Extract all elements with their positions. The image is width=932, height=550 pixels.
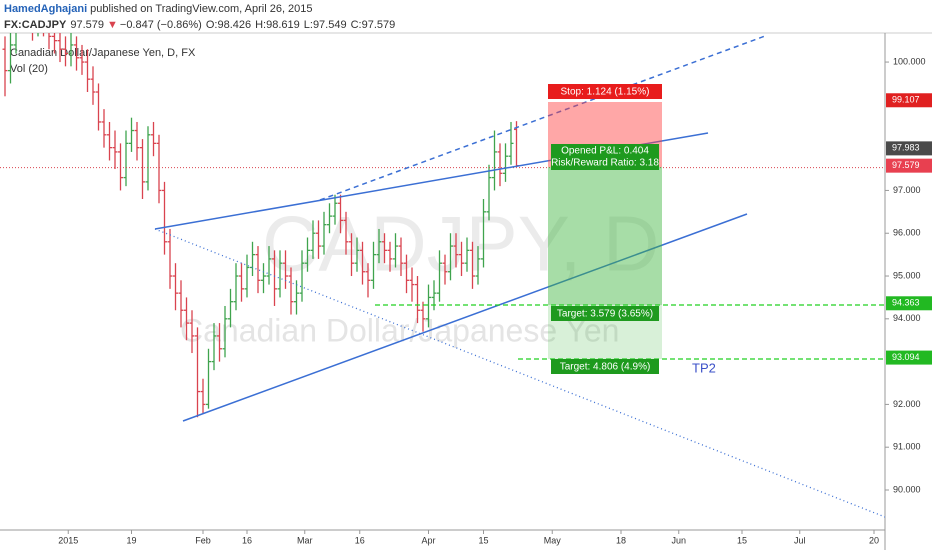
y-tick-label: 94.000 — [893, 313, 921, 323]
y-tick-label: 95.000 — [893, 270, 921, 280]
x-tick-label: 20 — [869, 535, 879, 545]
x-tick-label: Mar — [297, 535, 313, 545]
x-tick-label: 15 — [478, 535, 488, 545]
x-tick-label: 2015 — [58, 535, 78, 545]
price-badge — [886, 350, 932, 365]
watermark-symbol: CADJPY, D — [262, 200, 659, 288]
x-tick-label: Jun — [671, 535, 686, 545]
price-badge — [886, 93, 932, 108]
y-tick-label: 97.000 — [893, 185, 921, 195]
arrow: ▼ — [107, 19, 118, 31]
price-badge-label: 97.579 — [892, 160, 920, 170]
open: O:98.426 — [206, 19, 251, 31]
x-tick-label: Apr — [421, 535, 435, 545]
y-tick-label: 92.000 — [893, 399, 921, 409]
price-badge — [886, 158, 932, 173]
ratio-label: Risk/Reward Ratio: 3.18 — [551, 158, 659, 169]
price-badge-label: 93.094 — [892, 352, 920, 362]
legend-volume: Vol (20) — [10, 63, 48, 75]
x-tick-label: Feb — [195, 535, 211, 545]
high: H:98.619 — [255, 19, 300, 31]
trend-line-dotted — [154, 228, 885, 518]
target-badge — [551, 306, 659, 321]
bars — [2, 33, 519, 418]
target-label: Target: 3.579 (3.65%) — [557, 309, 653, 320]
pnl-label: Opened P&L: 0.404 — [561, 146, 649, 157]
y-tick-label: 90.000 — [893, 484, 921, 494]
price-badge-label: 99.107 — [892, 95, 920, 105]
x-tick-label: 16 — [242, 535, 252, 545]
author: HamedAghajani — [4, 3, 87, 15]
stop-badge — [548, 84, 662, 99]
y-tick-label: 96.000 — [893, 228, 921, 238]
tp2-label: TP2 — [692, 360, 716, 375]
x-tick-label: 18 — [616, 535, 626, 545]
price-badge — [886, 141, 932, 156]
target-badge — [551, 359, 659, 374]
target-zone — [548, 167, 662, 305]
x-tick-label: May — [544, 535, 562, 545]
watermark-name: Canadian Dollar/Japanese Yen — [180, 312, 619, 348]
price-badge — [886, 296, 932, 311]
trend-line-dashed — [319, 35, 766, 201]
x-tick-label: Jul — [794, 535, 806, 545]
x-tick-label: 15 — [737, 535, 747, 545]
y-tick-label: 100.000 — [893, 56, 926, 66]
quote-line: FX:CADJPY 97.579 ▼ −0.847 (−0.86%) O:98.426 H… — [4, 19, 395, 31]
header-line: HamedAghajani published on TradingView.co… — [4, 3, 313, 15]
price-badge-label: 97.983 — [892, 143, 920, 153]
x-tick-label: 16 — [355, 535, 365, 545]
published: published on TradingView.com, April 26, … — [90, 3, 312, 15]
stop-label: Stop: 1.124 (1.15%) — [561, 87, 650, 98]
target-label: Target: 4.806 (4.9%) — [560, 362, 651, 373]
close: C:97.579 — [351, 19, 396, 31]
x-tick-label: 19 — [126, 535, 136, 545]
price-badge-label: 94.363 — [892, 298, 920, 308]
trend-line — [182, 213, 748, 422]
low: L:97.549 — [304, 19, 347, 31]
y-tick-label: 91.000 — [893, 442, 921, 452]
pnl-badge — [551, 144, 659, 170]
last: 97.579 — [70, 19, 104, 31]
change: −0.847 (−0.86%) — [120, 19, 202, 31]
symbol: FX:CADJPY — [4, 19, 67, 31]
legend-title: Canadian Dollar/Japanese Yen, D, FX — [10, 47, 196, 59]
